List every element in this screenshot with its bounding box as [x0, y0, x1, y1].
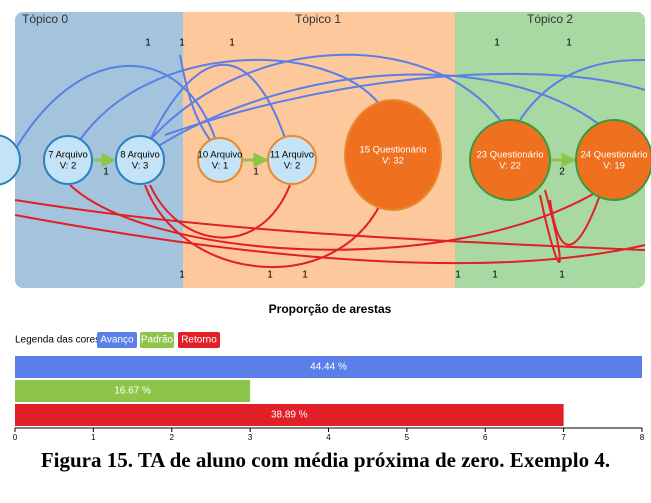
edge-label: 1: [179, 270, 185, 281]
forward-edges: [14, 53, 646, 151]
bar-label: 16.67 %: [114, 386, 151, 397]
node-label: 23 Questionário: [476, 150, 543, 161]
legend-swatch: [178, 332, 220, 348]
legend-label: Avanço: [100, 335, 134, 346]
legend-label: Retorno: [181, 335, 217, 346]
node-label: 15 Questionário: [359, 145, 426, 156]
node-visits: V: 1: [212, 161, 229, 172]
caption: Figura 15. TA de aluno com média próxima…: [40, 448, 611, 472]
bar: [15, 380, 251, 402]
topic-label: Tópico 0: [22, 12, 68, 26]
topic-label: Tópico 1: [295, 12, 341, 26]
x-tick-label: 1: [91, 433, 96, 442]
node-label: 8 Arquivo: [120, 150, 160, 161]
topic-band: [15, 12, 190, 288]
bar-label: 38.89 %: [271, 410, 308, 421]
topic-band: [183, 12, 193, 288]
edge-label: 1: [179, 38, 185, 49]
legend-swatch: [140, 332, 174, 348]
node: [43, 135, 93, 185]
x-tick-label: 4: [326, 433, 331, 442]
legend-title: Legenda das cores:: [15, 335, 103, 346]
bar: [15, 356, 642, 378]
node: [267, 135, 317, 185]
x-tick-label: 6: [483, 433, 488, 442]
edge-label: 1: [229, 38, 235, 49]
x-tick-label: 0: [13, 433, 18, 442]
bar: [15, 404, 564, 426]
x-tick-label: 3: [248, 433, 253, 442]
node-label: 7 Arquivo: [48, 150, 88, 161]
x-tick-label: 2: [170, 433, 175, 442]
bar-label: 44.44 %: [310, 362, 347, 373]
topic-band: [455, 12, 645, 288]
node-visits: V: 2: [60, 161, 77, 172]
node-visits: V: 2: [284, 161, 301, 172]
edge-label: 2: [559, 167, 565, 178]
edge-label: 1: [103, 167, 109, 178]
edge-label: 1: [145, 38, 151, 49]
node-visits: V: 32: [382, 156, 404, 167]
topic-label: Tópico 2: [527, 12, 573, 26]
node: [344, 99, 442, 211]
edge-label: 1: [566, 38, 572, 49]
node-visits: V: 19: [603, 161, 625, 172]
edge-label: 1: [267, 270, 273, 281]
legend-label: Padrão: [141, 335, 174, 346]
x-tick-label: 5: [405, 433, 410, 442]
node-label: 11 Arquivo: [270, 150, 314, 161]
node: [197, 137, 243, 183]
node: [575, 119, 651, 201]
node: [115, 135, 165, 185]
node: [0, 134, 21, 186]
node-label: 24 Questionário: [580, 150, 647, 161]
return-edges: [14, 184, 646, 268]
edge-label: 1: [494, 38, 500, 49]
x-tick-label: 7: [561, 433, 566, 442]
node: [469, 119, 551, 201]
edge-label: 1: [492, 270, 498, 281]
legend-swatch: [97, 332, 137, 348]
edge-label: 1: [302, 270, 308, 281]
node-visits: V: 3: [132, 161, 149, 172]
node-visits: V: 22: [499, 161, 521, 172]
chart-title: Proporção de arestas: [269, 302, 392, 316]
edge-label: 1: [455, 270, 461, 281]
edge-label: 1: [253, 167, 259, 178]
topic-band: [455, 12, 465, 288]
node-label: 10 Arquivo: [198, 150, 243, 161]
x-tick-label: 8: [640, 433, 645, 442]
edge-label: 1: [559, 270, 565, 281]
